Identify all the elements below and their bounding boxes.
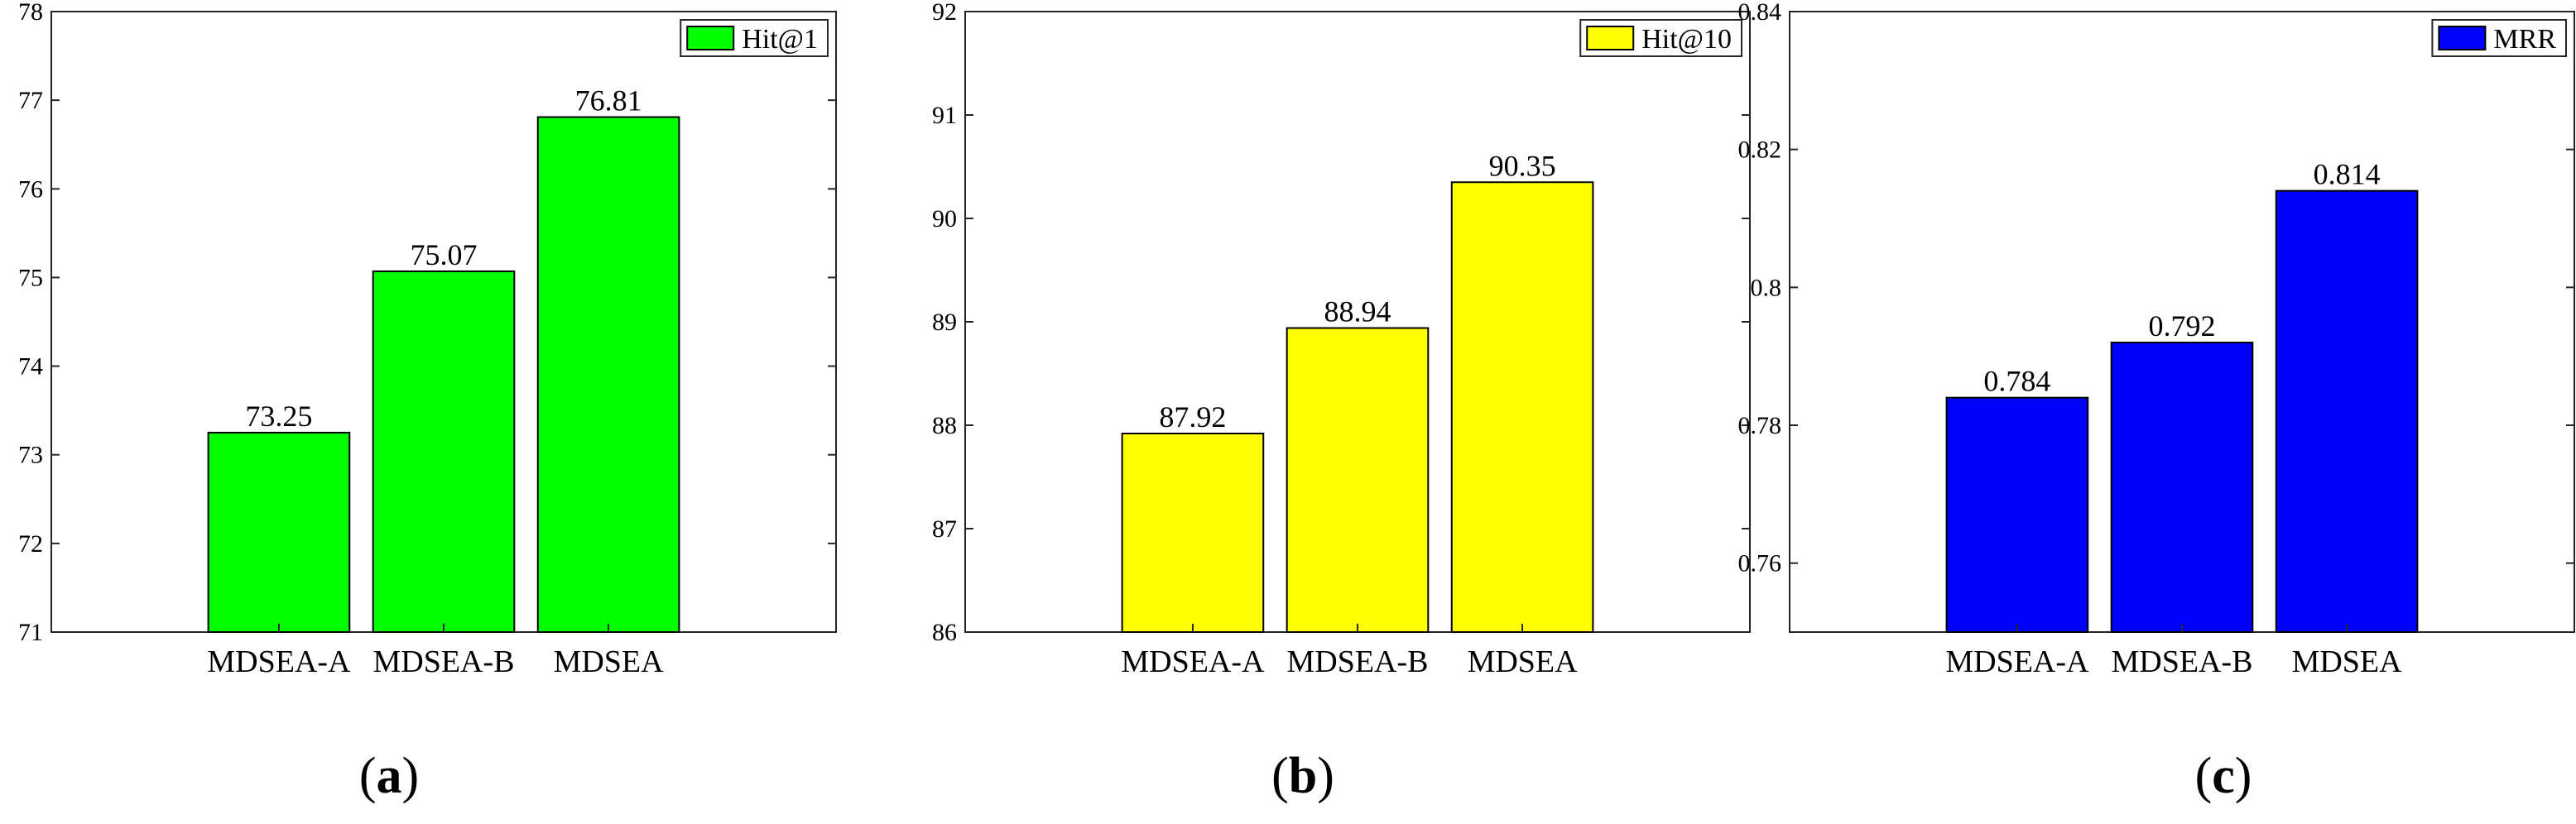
panel-a-bar-value-label: 73.25: [245, 400, 312, 433]
panel-b-ytick-label: 86: [932, 619, 957, 646]
panel-a-legend-swatch: [686, 26, 735, 50]
panel-c-bar-value-label: 0.792: [2149, 309, 2216, 343]
panel-a-category-label: MDSEA-A: [207, 644, 351, 679]
panel-b-legend-label: Hit@10: [1641, 24, 1732, 55]
panel-b-legend-swatch: [1586, 26, 1635, 50]
panel-b-ytick-label: 87: [932, 515, 957, 543]
panel-b-ytick-label: 91: [932, 102, 957, 129]
panel-c-bar-2: [2275, 189, 2419, 633]
panel-b-bar-value-label: 87.92: [1159, 400, 1226, 434]
panel-c-ytick-label: 0.84: [1738, 0, 1782, 26]
panel-c-category-label: MDSEA-B: [2111, 644, 2252, 679]
panel-b-bar-2: [1450, 181, 1594, 633]
panel-c-caption-letter: c: [2212, 748, 2235, 804]
panel-a-ytick-label: 78: [18, 0, 43, 26]
panel-c-bar-value-label: 0.784: [1983, 365, 2050, 398]
panel-c-caption: (c): [2195, 748, 2252, 804]
panel-a-ytick-label: 73: [18, 442, 43, 469]
panel-b-ytick-label: 89: [932, 309, 957, 336]
panel-a-ytick-label: 75: [18, 264, 43, 291]
panel-a-ytick-label: 77: [18, 87, 43, 114]
panel-a-caption: (a): [359, 748, 419, 804]
panel-b-caption: (b): [1271, 748, 1334, 804]
panel-a-bar-value-label: 75.07: [411, 238, 478, 271]
panel-b-bar-0: [1121, 433, 1265, 633]
panel-a-category-label: MDSEA: [554, 644, 665, 679]
panel-c-ytick-label: 0.8: [1751, 274, 1782, 301]
panel-b-category-label: MDSEA-B: [1286, 644, 1428, 679]
panel-c-legend-swatch: [2438, 26, 2487, 50]
panel-a-bar-2: [536, 116, 680, 633]
panel-b-category-label: MDSEA: [1468, 644, 1579, 679]
panel-c-ytick-label: 0.82: [1738, 137, 1782, 164]
panel-a-bar-value-label: 76.81: [575, 84, 642, 117]
panel-b-ytick-label: 88: [932, 412, 957, 439]
panel-c-legend-label: MRR: [2493, 24, 2556, 55]
panel-b-category-label: MDSEA-A: [1121, 644, 1265, 679]
panel-c-bar-value-label: 0.814: [2314, 158, 2381, 191]
panel-a-legend-label: Hit@1: [742, 24, 818, 55]
panel-b-bar-value-label: 90.35: [1489, 149, 1556, 182]
panel-a-ytick-label: 71: [18, 619, 43, 646]
panel-c-ytick-label: 0.78: [1738, 412, 1782, 439]
panel-c-bar-0: [1945, 396, 2089, 633]
panel-a-bar-1: [372, 270, 516, 633]
panel-c-category-label: MDSEA: [2292, 644, 2403, 679]
panel-c-category-label: MDSEA-A: [1945, 644, 2089, 679]
panel-a-bar-0: [207, 431, 351, 634]
panel-b-caption-letter: b: [1289, 748, 1317, 804]
panel-a-category-label: MDSEA-B: [372, 644, 514, 679]
panel-a-ytick-label: 76: [18, 175, 43, 203]
panel-a-ytick-label: 72: [18, 530, 43, 558]
panel-b-ytick-label: 90: [932, 205, 957, 232]
panel-a-ytick-label: 74: [18, 353, 43, 381]
panel-c-ytick-label: 0.76: [1738, 550, 1782, 577]
panel-b-bar-value-label: 88.94: [1324, 295, 1391, 328]
panel-b-bar-1: [1286, 327, 1430, 633]
panel-c-bar-1: [2110, 342, 2254, 633]
panel-a-caption-letter: a: [377, 748, 402, 804]
panel-b-ytick-label: 92: [932, 0, 957, 26]
